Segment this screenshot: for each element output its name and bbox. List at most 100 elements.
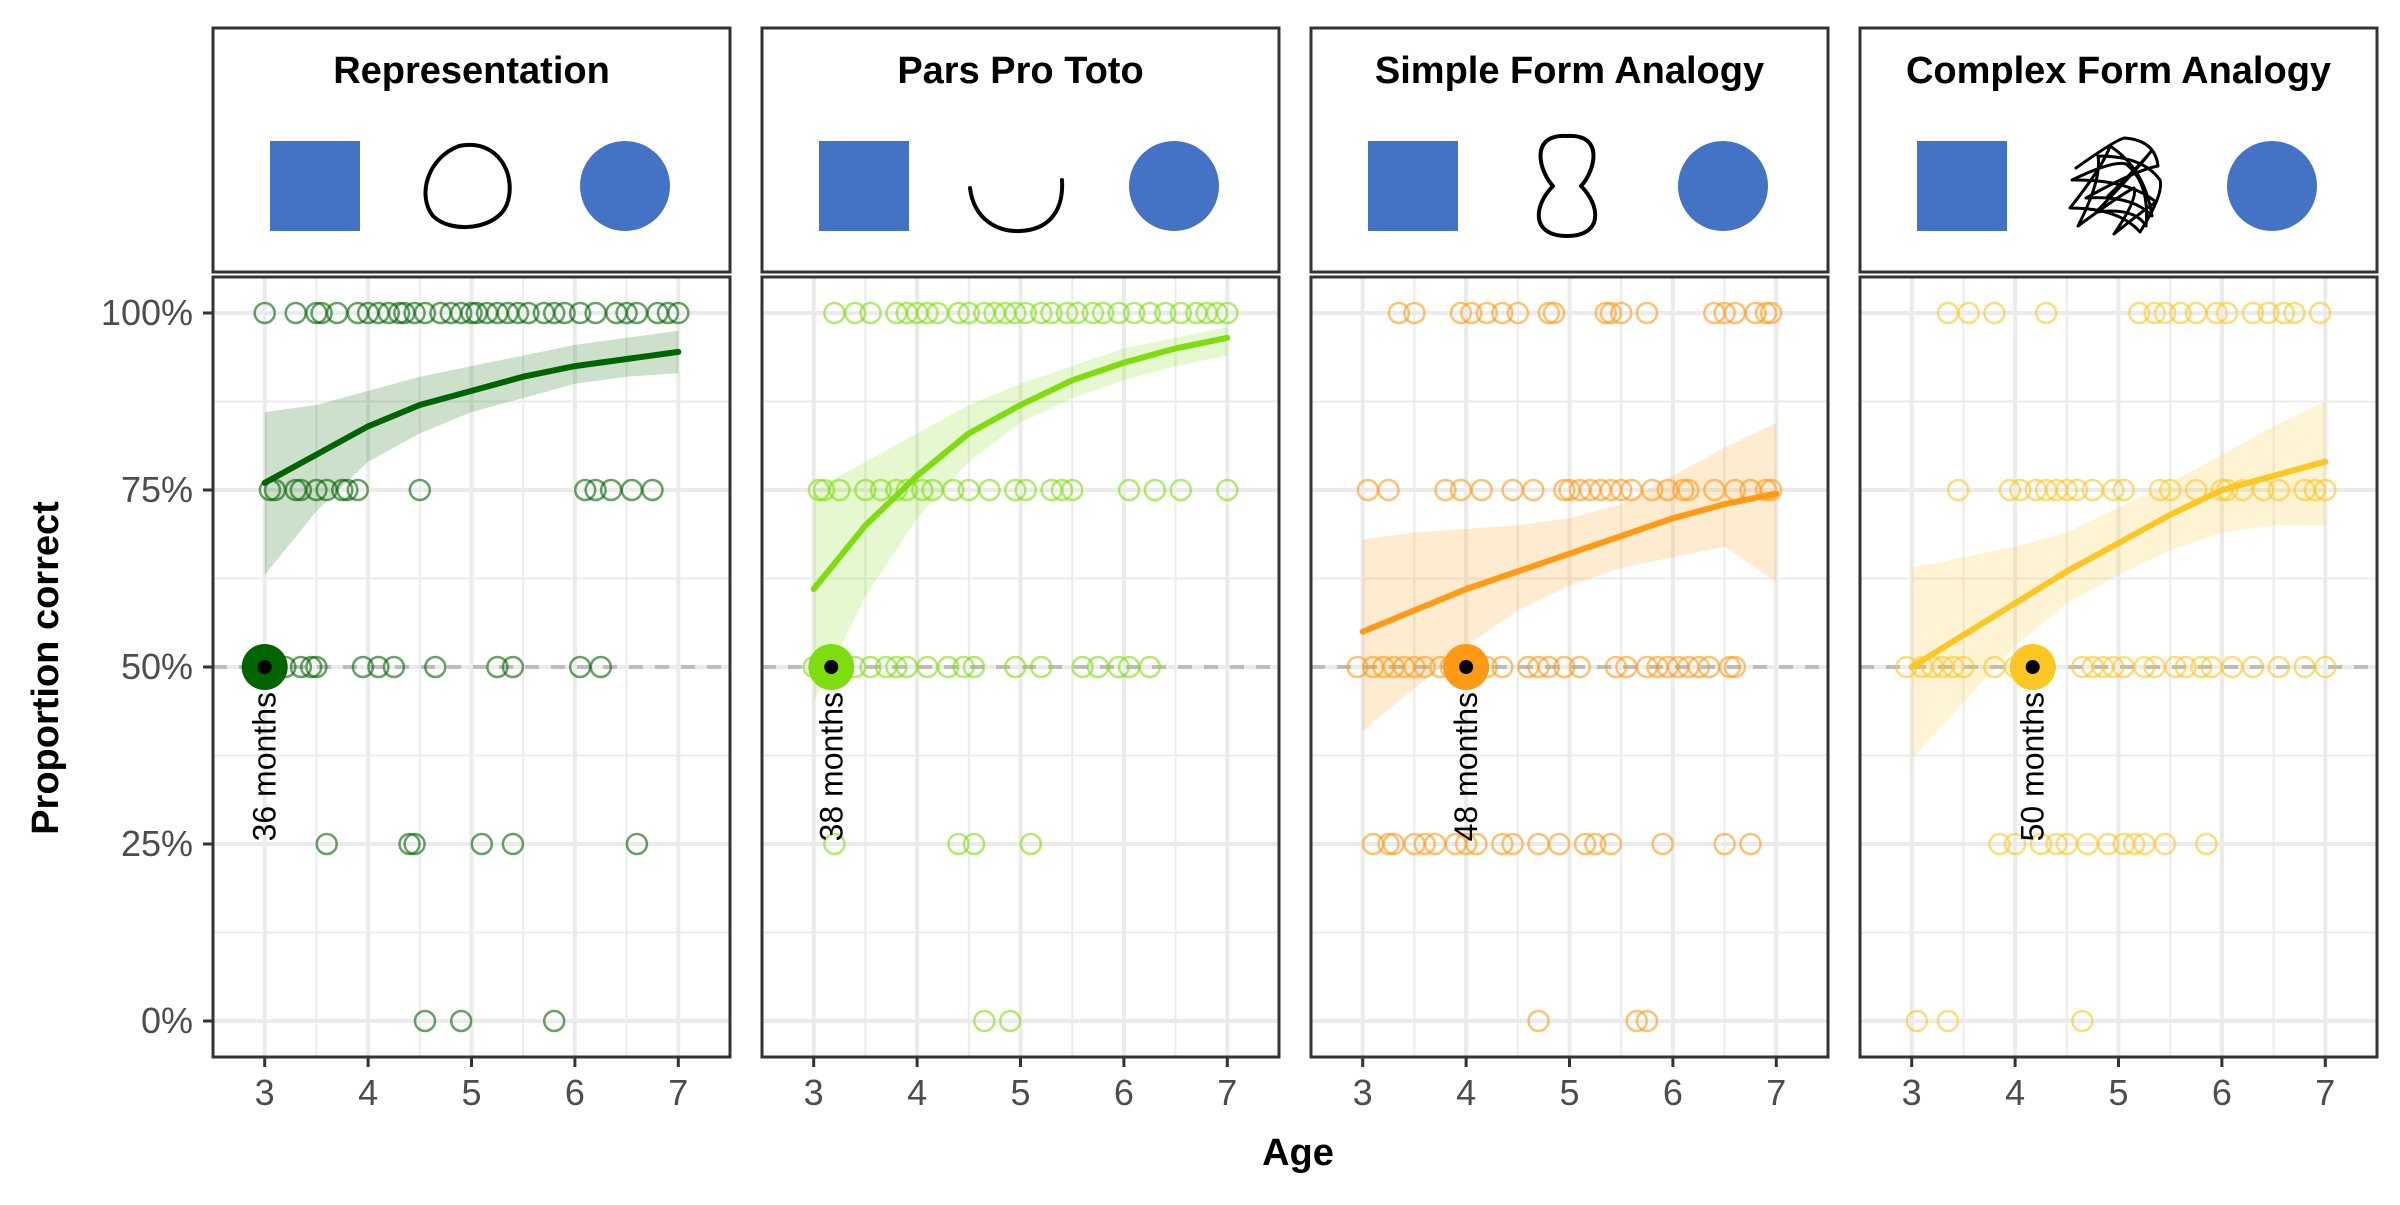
data-point [1941, 655, 1965, 679]
data-point [351, 655, 375, 679]
data-point [1122, 301, 1146, 325]
data-point [501, 832, 525, 856]
data-point [1014, 301, 1037, 325]
data-point [1640, 478, 1664, 502]
data-point [2267, 478, 2291, 502]
data-point [2169, 301, 2192, 325]
data-point [2148, 478, 2172, 502]
data-point [1635, 301, 1659, 325]
data-point [1713, 832, 1736, 856]
data-point [1138, 301, 1162, 325]
data-point [1568, 655, 1592, 679]
data-point [1553, 478, 1576, 502]
data-point [1143, 478, 1167, 502]
data-point [2071, 1009, 2094, 1033]
data-point [962, 832, 986, 856]
data-point [2241, 301, 2265, 325]
fit-line [810, 334, 1231, 593]
data-point [1029, 301, 1053, 325]
threshold-dot [824, 660, 839, 674]
data-point [1081, 301, 1105, 325]
data-point [1454, 832, 1478, 856]
data-point [1946, 478, 1970, 502]
data-point [1723, 655, 1747, 679]
data-point [1573, 832, 1597, 856]
data-point [1609, 478, 1633, 502]
data-point [2045, 832, 2068, 856]
y-tick-label: 0% [141, 1000, 193, 1041]
panel-2: Pars Pro Toto 38 months 3 4 5 6 7 [760, 26, 1281, 1113]
data-point [1625, 1009, 1648, 1033]
data-point [667, 301, 690, 325]
data-point [2102, 478, 2125, 502]
data-point [1936, 1009, 1960, 1033]
data-point [1387, 301, 1411, 325]
threshold-label: 48 months [1448, 692, 1484, 841]
data-point [542, 301, 566, 325]
data-point [2308, 301, 2332, 325]
fit-line [1359, 490, 1780, 635]
data-point [962, 655, 986, 679]
data-point [2303, 478, 2327, 502]
data-point [1522, 478, 1545, 502]
data-point [1677, 478, 1700, 502]
x-tick-label: 6 [1663, 1072, 1683, 1113]
data-point [1050, 478, 1074, 502]
data-point [1014, 478, 1037, 502]
data-point [449, 1009, 473, 1033]
data-point [2153, 301, 2177, 325]
data-point [957, 301, 981, 325]
data-point [869, 478, 893, 502]
panel-title: Complex Form Analogy [1906, 50, 2331, 92]
data-point [1460, 301, 1483, 325]
data-point [486, 655, 509, 679]
circle-icon [580, 141, 670, 231]
data-point [387, 301, 411, 325]
data-point [1491, 301, 1514, 325]
data-point [2122, 832, 2146, 856]
data-points [253, 301, 690, 1033]
data-point [542, 1009, 566, 1033]
data-point [1470, 478, 1493, 502]
data-point [346, 478, 370, 502]
panel-icons [1368, 133, 1768, 238]
data-point [1019, 832, 1043, 856]
data-point [2314, 655, 2337, 679]
panel-title: Simple Form Analogy [1375, 50, 1764, 92]
data-point [1029, 655, 1053, 679]
data-point [1169, 301, 1193, 325]
data-point [1138, 655, 1162, 679]
data-point [2174, 655, 2197, 679]
x-tick-label: 7 [1766, 1072, 1786, 1113]
data-point [1635, 1009, 1659, 1033]
data-point [1584, 832, 1607, 856]
data-point [2272, 301, 2296, 325]
data-point [2102, 655, 2125, 679]
data-point [2055, 478, 2079, 502]
threshold-label: 36 months [247, 692, 283, 841]
data-point [947, 832, 970, 856]
data-point [1542, 301, 1566, 325]
data-point [305, 478, 328, 502]
confidence-band [264, 330, 679, 575]
data-point [1377, 832, 1400, 856]
data-point [2034, 301, 2058, 325]
data-point [449, 301, 473, 325]
threshold-label: 50 months [2015, 692, 2051, 841]
data-point [1744, 301, 1767, 325]
data-point [1537, 655, 1561, 679]
data-point [1594, 301, 1617, 325]
data-point [854, 478, 877, 502]
x-axis-ticks: 3 4 5 6 7 [255, 1057, 688, 1113]
data-point [305, 655, 328, 679]
data-point [310, 301, 333, 325]
x-tick-label: 3 [804, 1072, 824, 1113]
x-axis-title: Age [1262, 1132, 1334, 1174]
x-tick-label: 4 [1456, 1072, 1476, 1113]
data-point [2241, 655, 2265, 679]
data-point [1040, 301, 1063, 325]
data-point [1004, 478, 1027, 502]
x-tick-label: 6 [2212, 1072, 2232, 1113]
data-point [1154, 301, 1177, 325]
data-point [1527, 655, 1550, 679]
